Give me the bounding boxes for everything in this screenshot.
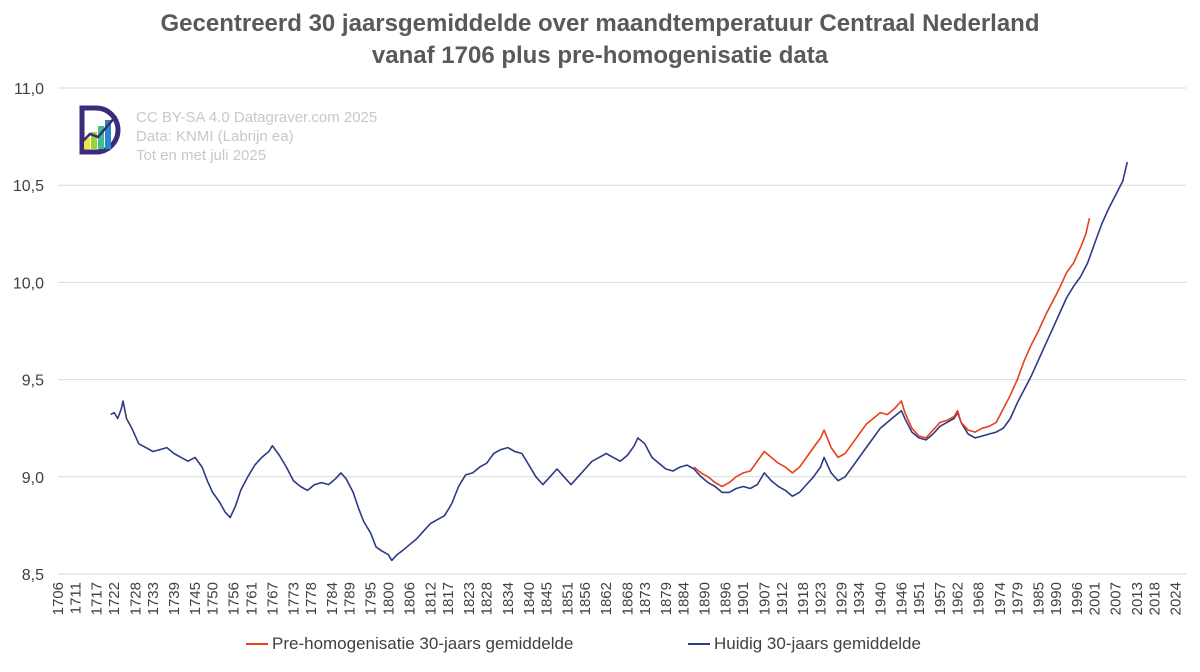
y-tick-label: 8,5 bbox=[22, 567, 44, 584]
x-tick-label: 1750 bbox=[205, 582, 222, 615]
y-tick-label: 10,0 bbox=[13, 275, 44, 292]
x-tick-label: 1828 bbox=[479, 582, 496, 615]
legend-label-huidig: Huidig 30-jaars gemiddelde bbox=[714, 634, 921, 653]
x-tick-label: 1879 bbox=[658, 582, 675, 615]
x-tick-label: 1923 bbox=[813, 582, 830, 615]
y-tick-label: 9,0 bbox=[22, 470, 44, 487]
chart-title-line1: Gecentreerd 30 jaarsgemiddelde over maan… bbox=[160, 10, 1040, 37]
x-tick-label: 1907 bbox=[756, 582, 773, 615]
x-tick-label: 1896 bbox=[718, 582, 735, 615]
series-lines bbox=[110, 161, 1129, 562]
x-tick-label: 1767 bbox=[264, 582, 281, 615]
x-tick-label: 1918 bbox=[795, 582, 812, 615]
x-tick-label: 1795 bbox=[363, 582, 380, 615]
x-tick-label: 1979 bbox=[1009, 582, 1026, 615]
x-tick-label: 1951 bbox=[911, 582, 928, 615]
x-tick-label: 1868 bbox=[619, 582, 636, 615]
x-tick-label: 2018 bbox=[1146, 582, 1163, 615]
x-tick-label: 1756 bbox=[226, 582, 243, 615]
x-tick-label: 1834 bbox=[500, 582, 517, 615]
legend-swatch-huidig bbox=[688, 643, 710, 645]
x-tick-label: 1901 bbox=[735, 582, 752, 615]
legend-item-pre: Pre-homogenisatie 30-jaars gemiddelde bbox=[246, 634, 573, 654]
x-tick-label: 1706 bbox=[50, 582, 67, 615]
x-tick-label: 1733 bbox=[145, 582, 162, 615]
x-tick-label: 1812 bbox=[422, 582, 439, 615]
x-tick-label: 1985 bbox=[1030, 582, 1047, 615]
x-tick-label: 1940 bbox=[872, 582, 889, 615]
x-tick-label: 1784 bbox=[324, 582, 341, 615]
x-tick-label: 1739 bbox=[166, 582, 183, 615]
x-tick-label: 1862 bbox=[598, 582, 615, 615]
x-tick-label: 1929 bbox=[834, 582, 851, 615]
grid-lines bbox=[58, 87, 1186, 575]
x-tick-label: 1946 bbox=[893, 582, 910, 615]
x-axis-tick-labels: 1706 1711 1717 1722 1728 1733 1739 1745 1750 1756… bbox=[50, 582, 1184, 615]
x-tick-label: 2007 bbox=[1108, 582, 1125, 615]
y-tick-label: 9,5 bbox=[22, 373, 44, 390]
x-tick-label: 1717 bbox=[89, 582, 106, 615]
x-tick-label: 1934 bbox=[851, 582, 868, 615]
x-tick-label: 1711 bbox=[68, 582, 85, 614]
x-tick-label: 1845 bbox=[538, 582, 555, 615]
chart-title: Gecentreerd 30 jaarsgemiddelde over maan… bbox=[0, 8, 1200, 72]
legend-swatch-pre bbox=[246, 643, 268, 645]
x-tick-label: 1761 bbox=[243, 582, 260, 615]
watermark-period: Tot en met juli 2025 bbox=[136, 147, 267, 164]
x-tick-label: 1800 bbox=[380, 582, 397, 615]
watermark-source: Data: KNMI (Labrijn ea) bbox=[136, 128, 294, 145]
y-tick-label: 11,0 bbox=[14, 81, 44, 98]
x-tick-label: 2001 bbox=[1087, 582, 1104, 615]
series-line-pre-homogenisatie bbox=[693, 218, 1091, 488]
watermark-text: CC BY-SA 4.0 Datagraver.com 2025 Data: K… bbox=[136, 108, 377, 165]
legend: Pre-homogenisatie 30-jaars gemiddelde Hu… bbox=[0, 634, 1200, 662]
watermark-license: CC BY-SA 4.0 Datagraver.com 2025 bbox=[136, 109, 378, 126]
x-tick-label: 1789 bbox=[342, 582, 359, 615]
datagraver-logo bbox=[78, 104, 122, 156]
x-tick-label: 1974 bbox=[992, 582, 1009, 615]
x-tick-label: 1912 bbox=[774, 582, 791, 615]
x-tick-label: 1840 bbox=[521, 582, 538, 615]
x-tick-label: 1778 bbox=[303, 582, 320, 615]
x-tick-label: 2013 bbox=[1129, 582, 1146, 615]
chart-title-line2: vanaf 1706 plus pre-homogenisatie data bbox=[371, 42, 829, 69]
x-tick-label: 1968 bbox=[971, 582, 988, 615]
legend-label-pre: Pre-homogenisatie 30-jaars gemiddelde bbox=[272, 634, 574, 653]
x-tick-label: 1957 bbox=[932, 582, 949, 615]
x-tick-label: 1823 bbox=[461, 582, 478, 615]
x-tick-label: 1856 bbox=[577, 582, 594, 615]
legend-item-huidig: Huidig 30-jaars gemiddelde bbox=[688, 634, 921, 654]
x-tick-label: 1990 bbox=[1048, 582, 1065, 615]
y-tick-label: 10,5 bbox=[13, 178, 44, 195]
x-tick-label: 1851 bbox=[560, 582, 577, 615]
x-tick-label: 2024 bbox=[1167, 582, 1184, 615]
x-tick-label: 1722 bbox=[106, 582, 123, 615]
x-tick-label: 1996 bbox=[1069, 582, 1086, 615]
x-tick-label: 1873 bbox=[637, 582, 654, 615]
y-axis-tick-labels: 8,5 9,0 9,5 10,0 10,5 11,0 bbox=[13, 81, 44, 584]
x-tick-label: 1806 bbox=[401, 582, 418, 615]
x-tick-label: 1962 bbox=[950, 582, 967, 615]
x-tick-label: 1773 bbox=[285, 582, 302, 615]
x-tick-label: 1817 bbox=[440, 582, 457, 615]
series-line-huidig bbox=[110, 161, 1129, 562]
x-tick-label: 1884 bbox=[675, 582, 692, 615]
x-tick-label: 1728 bbox=[127, 582, 144, 615]
x-tick-label: 1890 bbox=[697, 582, 714, 615]
x-tick-label: 1745 bbox=[187, 582, 204, 615]
